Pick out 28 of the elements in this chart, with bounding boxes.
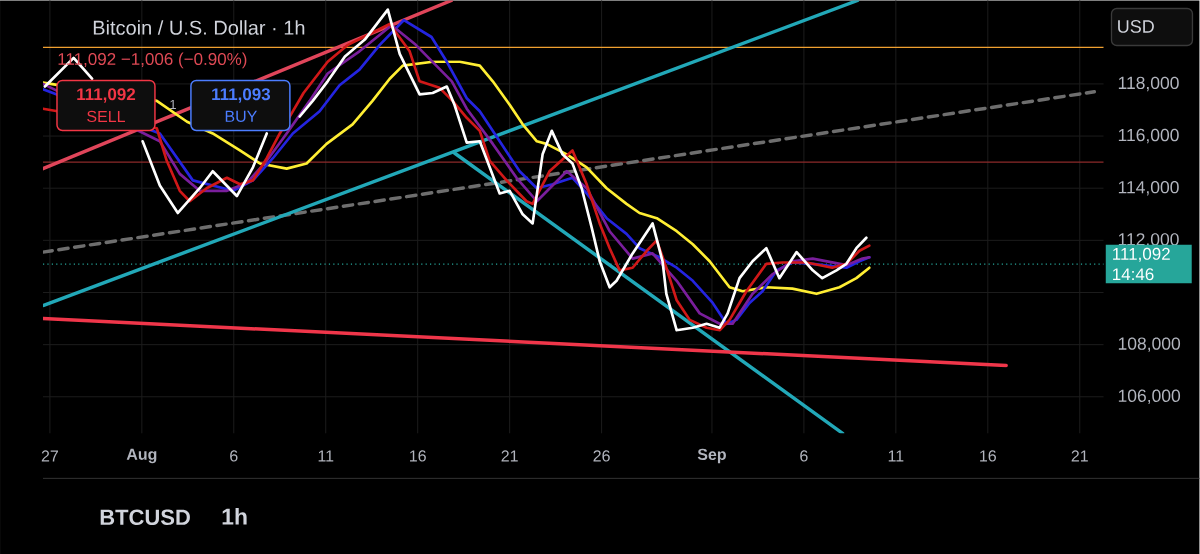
text: 1h bbox=[222, 507, 247, 525]
text: Bitcoin / U.S. Dollar · 1h bbox=[93, 20, 305, 35]
y-tick-label: 118,000 bbox=[1118, 76, 1179, 92]
y-tick-label: 112,000 bbox=[1118, 233, 1179, 248]
y-tick-label: 114,000 bbox=[1118, 180, 1179, 196]
x-tick-label: Sep bbox=[697, 448, 726, 464]
annotation: SELL bbox=[87, 110, 125, 122]
x-tick-label: 16 bbox=[980, 450, 996, 462]
x-tick-label: 11 bbox=[888, 450, 904, 462]
x-tick-label: 21 bbox=[1071, 450, 1088, 462]
annotation: 111,093 bbox=[212, 88, 271, 103]
annotation: 111,092 bbox=[77, 88, 136, 103]
ref-line-label: 111,092 14:46 bbox=[1113, 247, 1170, 281]
x-tick-label: 27 bbox=[41, 450, 58, 462]
annotation: 1 bbox=[170, 99, 176, 109]
x-tick-label: 11 bbox=[318, 450, 334, 462]
text: BTCUSD bbox=[100, 509, 190, 525]
y-tick-label: 106,000 bbox=[1118, 389, 1181, 404]
annotation: BUY bbox=[225, 110, 257, 122]
x-tick-label: 6 bbox=[800, 450, 808, 462]
x-tick-label: Aug bbox=[126, 448, 157, 464]
y-tick-label: 116,000 bbox=[1118, 128, 1179, 144]
x-tick-label: 21 bbox=[501, 450, 518, 462]
x-tick-label: 6 bbox=[230, 450, 238, 462]
x-tick-label: 16 bbox=[410, 450, 426, 462]
x-tick-label: 26 bbox=[593, 450, 610, 462]
y-tick-label: 108,000 bbox=[1118, 337, 1181, 352]
text: USD bbox=[1118, 20, 1154, 33]
